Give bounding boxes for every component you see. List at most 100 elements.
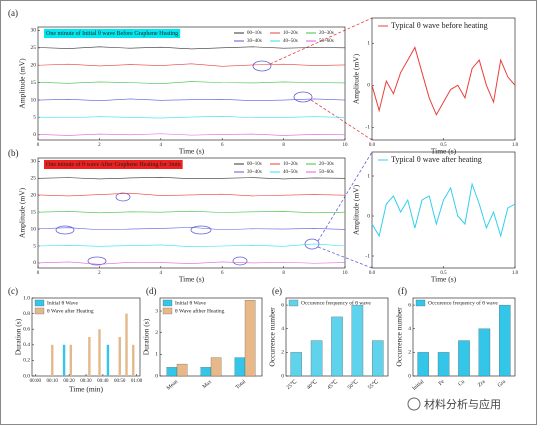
y-tick-label: 0 — [33, 260, 36, 266]
bar — [478, 328, 491, 377]
y-tick-label: 15 — [31, 209, 37, 215]
bar — [200, 367, 212, 377]
y-tick-label: 0.4 — [23, 342, 30, 348]
y-tick-label: 15 — [31, 80, 37, 86]
y-tick-label: 0.6 — [23, 326, 30, 332]
bar — [310, 340, 323, 377]
legend-swatch — [162, 307, 173, 315]
series-line — [37, 133, 346, 136]
y-tick-label: 5 — [33, 115, 36, 121]
y-tick-label: 6 — [408, 302, 411, 308]
legend-label: θ Wave afther Heating — [175, 307, 225, 314]
x-axis-label: Time (min) — [69, 385, 104, 394]
x-tick-label: 0 — [37, 271, 40, 276]
bar — [372, 340, 384, 377]
y-tick-label: 2 — [408, 350, 411, 356]
legend-label: Typical θ wave after heating — [391, 155, 482, 164]
y-tick-label: 0 — [408, 373, 411, 379]
legend-swatch — [162, 299, 173, 307]
series-line — [37, 210, 346, 214]
plot-frame — [37, 26, 346, 141]
zoom-ellipse — [293, 91, 313, 103]
x-tick-label: 00:10 — [47, 379, 59, 384]
legend-swatch — [415, 299, 426, 307]
y-tick-label: 0 — [367, 83, 370, 89]
panel-label: (e) — [272, 286, 282, 296]
y-tick-label: 10 — [31, 97, 37, 103]
series-line — [37, 81, 346, 84]
y-tick-label: 4 — [408, 326, 411, 332]
legend-swatch — [34, 307, 45, 315]
legend-label: 40~50s — [283, 170, 298, 175]
annotations — [55, 60, 320, 266]
y-tick-label: 30 — [31, 28, 37, 34]
y-tick-label: 25 — [31, 45, 37, 51]
bar — [210, 357, 222, 377]
legend-label: Initial θ Wave — [175, 300, 206, 306]
bar — [290, 352, 302, 377]
watermark-icon — [407, 397, 421, 411]
bar — [88, 337, 91, 376]
y-axis-label: Amplitude (mV) — [352, 53, 361, 104]
legend-swatch — [34, 299, 45, 307]
y-tick-label: 3 — [155, 308, 158, 314]
x-tick-label: Max — [202, 379, 214, 390]
bar — [176, 363, 188, 377]
x-tick-label: 00:30 — [80, 379, 92, 384]
panel-label: (b) — [8, 148, 19, 158]
title-highlight — [44, 29, 181, 38]
bar — [166, 367, 178, 377]
x-tick-label: 00:50 — [114, 379, 126, 384]
bar — [132, 344, 135, 376]
x-tick-label: 0.5 — [440, 271, 447, 276]
marker-ellipse — [87, 256, 107, 266]
legend-label: Occurence frequency of θ wave — [301, 299, 371, 306]
bar — [69, 344, 73, 376]
x-tick-label: 1.0 — [512, 271, 519, 276]
y-tick-label: 25 — [31, 176, 37, 182]
x-tick-label: 4 — [160, 271, 163, 276]
series-line — [37, 192, 346, 197]
y-axis-label: Amplitude (mV) — [18, 187, 27, 238]
chart-title: One minute of Initial θ wave Before Grap… — [46, 30, 178, 37]
title-highlight — [44, 160, 183, 169]
x-tick-label: 2 — [98, 143, 101, 148]
legend-label: θ Wave after Heating — [47, 307, 94, 314]
series-line — [37, 98, 346, 102]
legend-label: 30~40s — [247, 170, 262, 175]
legend-label: 00~10s — [247, 162, 262, 167]
x-axis-label: Time (s) — [179, 147, 205, 156]
y-axis-label: Occurrence number — [268, 307, 277, 367]
y-tick-label: 5 — [33, 243, 36, 249]
x-tick-label: 01:00 — [131, 379, 143, 384]
y-tick-label: -1 — [365, 253, 370, 259]
x-tick-label: 10 — [343, 143, 349, 148]
y-tick-label: 20 — [31, 192, 37, 198]
y-tick-label: 4 — [281, 326, 284, 332]
series-line — [371, 182, 516, 238]
bar — [118, 337, 121, 376]
bar — [125, 313, 128, 376]
y-tick-label: 0 — [33, 132, 36, 138]
watermark: 材料分析与应用 — [424, 397, 501, 411]
zoom-ellipse — [252, 60, 272, 72]
bar — [331, 316, 343, 377]
series-line — [37, 243, 346, 247]
panel-label: (f) — [398, 286, 407, 296]
series-line — [37, 176, 346, 180]
x-tick-label: 0.5 — [440, 143, 447, 148]
x-tick-label: 10 — [343, 271, 349, 276]
bar — [106, 344, 110, 376]
panel-label: (a) — [8, 8, 18, 18]
series-line — [37, 227, 346, 231]
legend-label: 10~20s — [283, 162, 298, 167]
bar — [62, 344, 66, 376]
bar — [417, 352, 429, 377]
x-tick-label: 0.0 — [369, 143, 376, 148]
chart-title: One minute of θ wave After Graphene Heat… — [46, 161, 181, 168]
x-tick-label: 0 — [37, 143, 40, 148]
legend-label: 10~20s — [283, 31, 298, 36]
legend-swatch — [288, 299, 299, 307]
bar — [458, 340, 470, 377]
